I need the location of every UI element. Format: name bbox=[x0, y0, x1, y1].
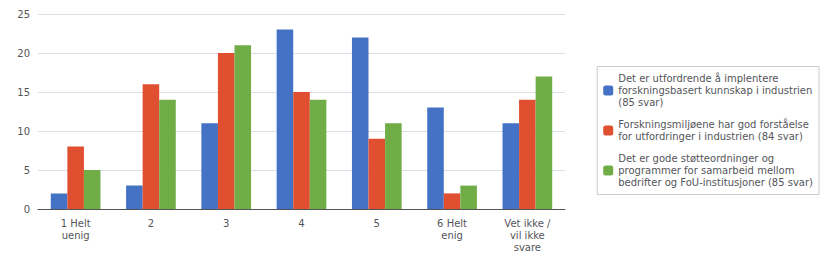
svg-text:for utfordringer i industrien: for utfordringer i industrien (84 svar) bbox=[618, 131, 803, 142]
svg-text:Det er utfordrende å implenter: Det er utfordrende å implentere bbox=[618, 72, 778, 84]
svg-text:2: 2 bbox=[148, 218, 154, 229]
svg-text:Forskningsmiljøene har god for: Forskningsmiljøene har god forståelse bbox=[618, 118, 809, 130]
svg-text:bedrifter og FoU-institusjoner: bedrifter og FoU-institusjoner (85 svar) bbox=[618, 177, 813, 188]
svg-text:enig: enig bbox=[441, 230, 463, 241]
svg-text:10: 10 bbox=[17, 126, 30, 137]
svg-text:uenig: uenig bbox=[62, 230, 90, 241]
svg-text:20: 20 bbox=[17, 48, 30, 59]
svg-text:Det er gode støtteordninger og: Det er gode støtteordninger og bbox=[618, 153, 774, 164]
svg-text:5: 5 bbox=[374, 218, 380, 229]
svg-text:programmer for samarbeid mello: programmer for samarbeid mellom bbox=[618, 165, 794, 176]
svg-text:15: 15 bbox=[17, 87, 30, 98]
svg-text:6 Helt: 6 Helt bbox=[437, 218, 467, 229]
svg-text:0: 0 bbox=[24, 204, 30, 215]
svg-text:forskningsbasert kunnskap i in: forskningsbasert kunnskap i industrien bbox=[618, 85, 812, 96]
svg-text:(85 svar): (85 svar) bbox=[618, 97, 663, 108]
svg-text:Vet ikke /: Vet ikke / bbox=[504, 218, 551, 229]
svg-text:vil ikke: vil ikke bbox=[510, 230, 545, 241]
svg-text:5: 5 bbox=[24, 165, 30, 176]
svg-text:1 Helt: 1 Helt bbox=[61, 218, 91, 229]
svg-text:svare: svare bbox=[514, 242, 541, 253]
svg-text:4: 4 bbox=[298, 218, 304, 229]
svg-text:3: 3 bbox=[223, 218, 229, 229]
svg-text:25: 25 bbox=[17, 9, 30, 20]
